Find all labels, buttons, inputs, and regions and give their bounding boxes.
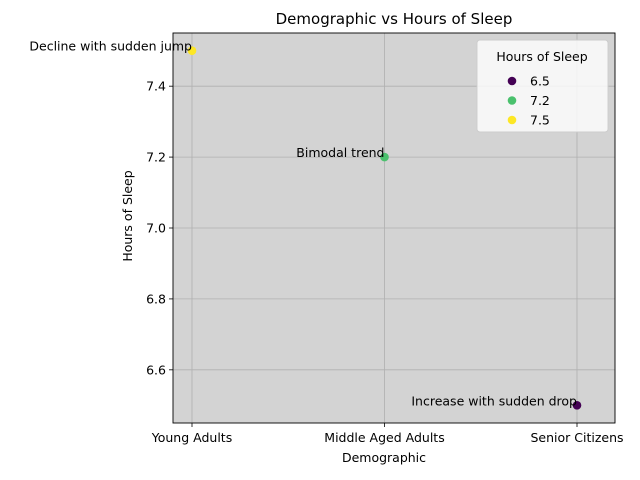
annotations: Decline with sudden jump Bimodal trend Inc…: [29, 39, 577, 409]
legend: Hours of Sleep 6.5 7.2 7.5: [476, 39, 609, 133]
annotation-label: Bimodal trend: [296, 145, 384, 160]
chart-title: Demographic vs Hours of Sleep: [276, 10, 513, 28]
annotation-label: Decline with sudden jump: [29, 39, 192, 54]
y-tick-label: 7.4: [146, 79, 166, 94]
data-points: [187, 46, 582, 410]
x-tick-label: Young Adults: [151, 430, 232, 445]
legend-title: Hours of Sleep: [496, 49, 587, 64]
data-point: [187, 46, 197, 56]
annotation-label: Increase with sudden drop: [411, 393, 577, 408]
legend-label: 7.5: [530, 113, 550, 128]
y-tick-label: 7.0: [146, 221, 166, 236]
legend-label: 6.5: [530, 74, 550, 89]
y-tick-label: 7.2: [146, 150, 166, 165]
data-point: [380, 152, 389, 162]
data-point: [572, 400, 582, 410]
legend-marker: [507, 76, 517, 86]
legend-label: 7.2: [530, 93, 550, 108]
y-tick-label: 6.6: [146, 362, 166, 377]
y-axis: 6.6 6.8 7.0 7.2 7.4: [146, 79, 173, 377]
x-tick-label: Senior Citizens: [530, 430, 623, 445]
x-axis-label: Demographic: [342, 450, 426, 465]
y-axis-label: Hours of Sleep: [120, 170, 135, 261]
legend-box: [476, 39, 609, 133]
legend-marker: [507, 96, 517, 105]
y-tick-label: 6.8: [146, 291, 166, 306]
x-axis: Young Adults Middle Aged Adults Senior Cit…: [151, 423, 624, 445]
x-tick-label: Middle Aged Adults: [324, 430, 444, 445]
legend-marker: [507, 115, 517, 125]
